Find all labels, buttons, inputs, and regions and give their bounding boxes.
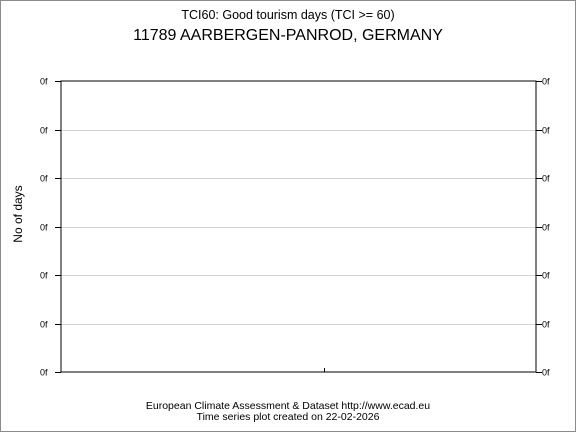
y-tick-label-left: 0f: [40, 320, 48, 330]
axis-ticks: [55, 81, 542, 373]
y-tick-label-left: 0f: [40, 368, 48, 378]
y-tick-label-right: 0f: [542, 368, 550, 378]
y-tick-label-left: 0f: [40, 126, 48, 136]
y-tick-label-right: 0f: [542, 77, 550, 87]
y-tick-label-right: 0f: [542, 223, 550, 233]
chart-title: TCI60: Good tourism days (TCI >= 60): [181, 8, 395, 22]
footer-created: Time series plot created on 22-02-2026: [196, 411, 380, 423]
plot-area: [60, 80, 537, 373]
chart-subtitle: 11789 AARBERGEN-PANROD, GERMANY: [133, 27, 443, 44]
y-tick-label-right: 0f: [542, 126, 550, 136]
y-tick-label-left: 0f: [40, 271, 48, 281]
y-tick-label-left: 0f: [40, 174, 48, 184]
y-tick-label-left: 0f: [40, 77, 48, 87]
grid-lines: [61, 130, 536, 325]
y-tick-label-left: 0f: [40, 223, 48, 233]
footer-source: European Climate Assessment & Dataset ht…: [145, 400, 431, 412]
y-tick-label-right: 0f: [542, 174, 550, 184]
y-tick-label-right: 0f: [542, 320, 550, 330]
y-tick-label-right: 0f: [542, 271, 550, 281]
tick-labels: 0f 0f 0f 0f 0f 0f 0f 0f 0f 0f 0f 0f 0f 0f: [40, 77, 550, 378]
